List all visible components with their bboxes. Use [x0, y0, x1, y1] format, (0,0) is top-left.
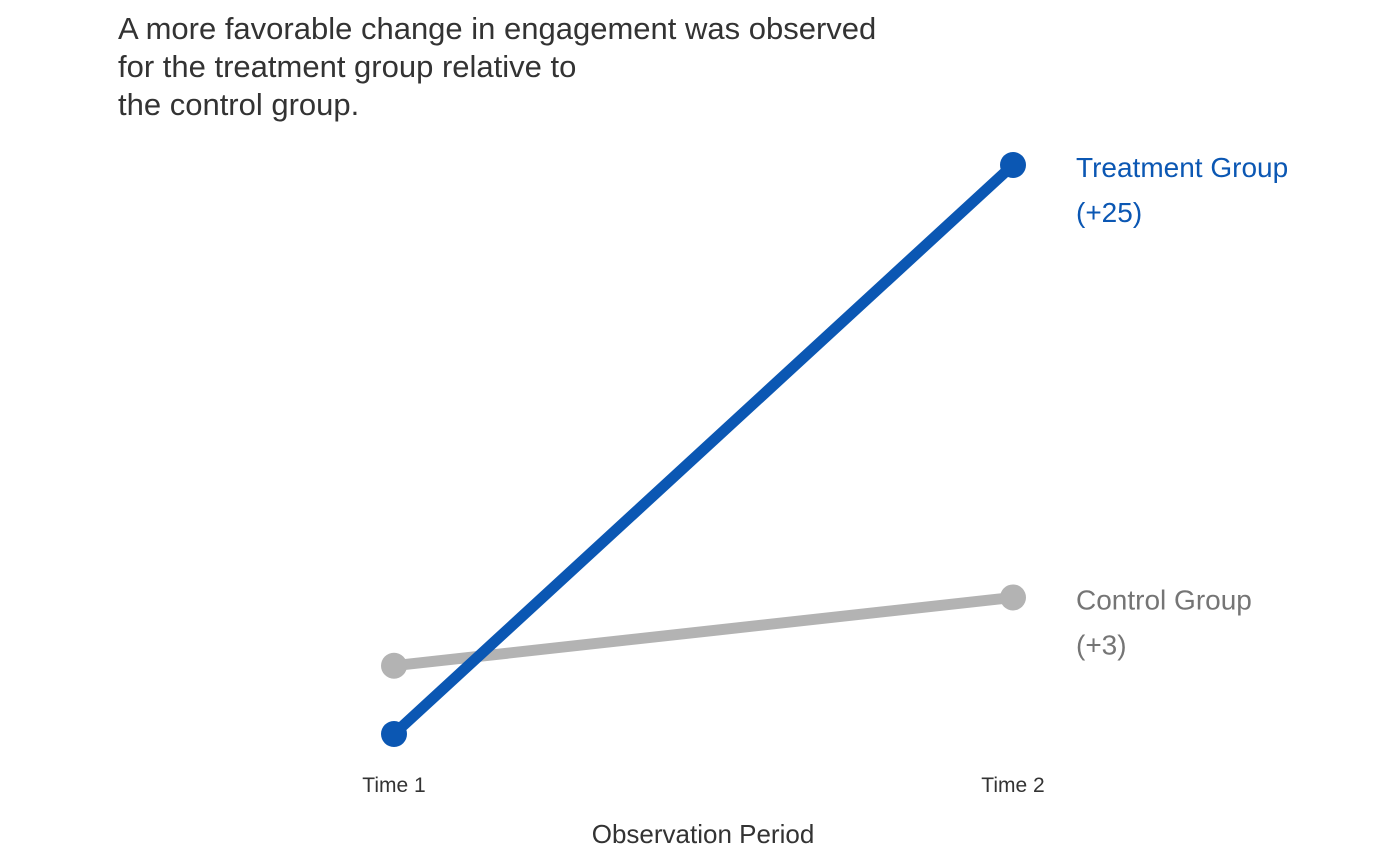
chart-title: A more favorable change in engagement wa…	[118, 11, 877, 122]
series-layer	[381, 152, 1026, 747]
control-group-label: Control Group	[1076, 584, 1252, 615]
treatment-group-point-1	[381, 721, 407, 747]
control-group-line	[393, 591, 1014, 672]
x-tick-label-1: Time 1	[362, 774, 425, 797]
series-label-layer: Control Group (+3) Treatment Group (+25)	[1076, 152, 1288, 660]
treatment-group-point-2	[1000, 152, 1026, 178]
control-group-point-2	[1000, 584, 1026, 611]
treatment-group-label: Treatment Group	[1076, 152, 1288, 183]
x-axis-title: Observation Period	[592, 819, 815, 849]
control-group-change-label: (+3)	[1076, 629, 1127, 660]
x-axis: Time 1 Time 2	[362, 774, 1044, 797]
treatment-group-line	[390, 160, 1017, 739]
control-group-point-1	[381, 652, 407, 679]
treatment-group-change-label: (+25)	[1076, 197, 1142, 228]
x-tick-label-2: Time 2	[981, 774, 1044, 797]
